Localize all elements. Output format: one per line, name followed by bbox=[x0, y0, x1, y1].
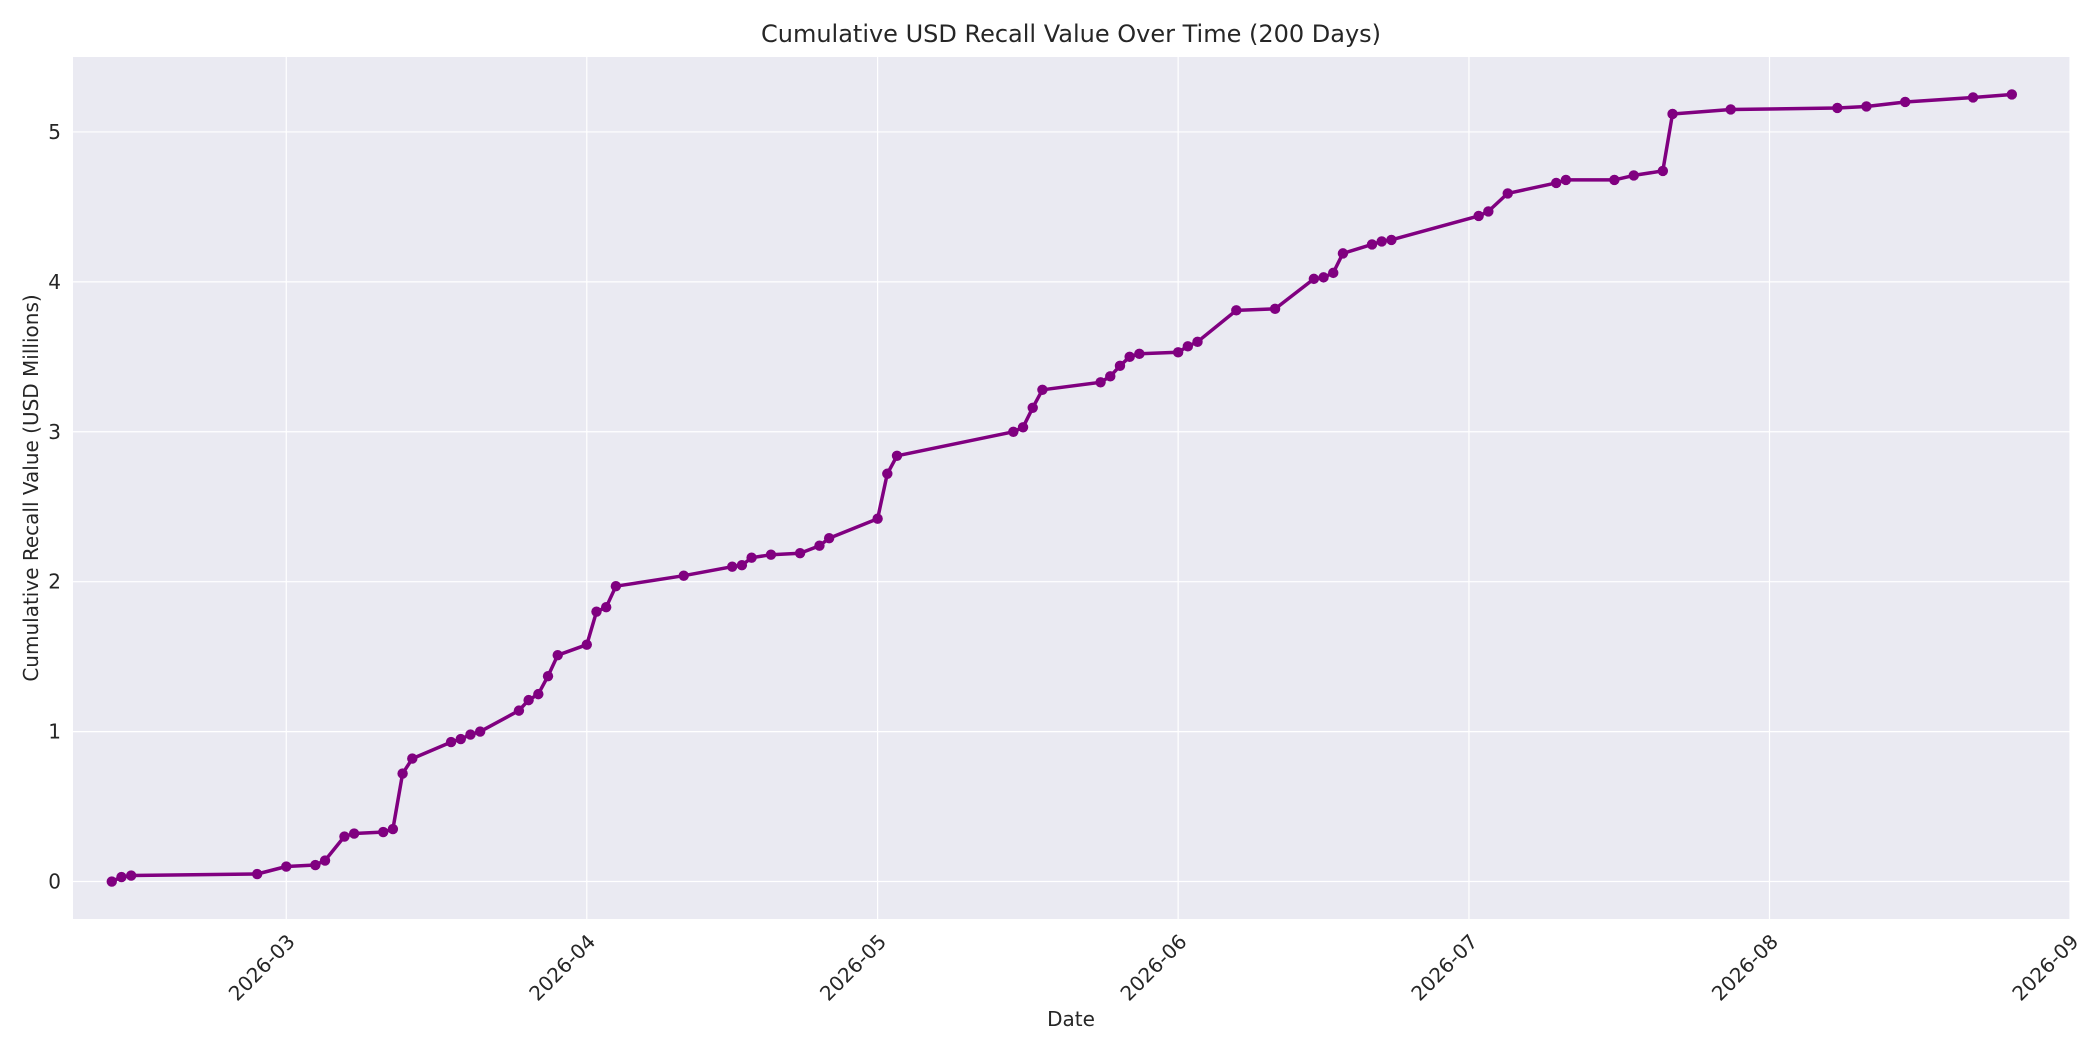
data-point bbox=[1269, 303, 1281, 315]
y-tick-label: 0 bbox=[48, 870, 61, 894]
data-point bbox=[600, 601, 612, 613]
data-point bbox=[1899, 96, 1911, 108]
data-point bbox=[1124, 351, 1135, 363]
data-point bbox=[1560, 174, 1572, 186]
y-axis-label: Cumulative Recall Value (USD Millions) bbox=[19, 294, 43, 681]
plot-area bbox=[73, 57, 2070, 919]
y-tick-label: 5 bbox=[48, 120, 61, 144]
data-point bbox=[591, 606, 602, 617]
data-point bbox=[523, 694, 534, 706]
data-point bbox=[465, 729, 476, 740]
data-point bbox=[727, 561, 738, 572]
y-tick-label: 2 bbox=[48, 570, 61, 594]
data-point bbox=[1366, 239, 1378, 250]
data-point bbox=[310, 859, 321, 871]
data-point bbox=[542, 670, 554, 682]
data-point bbox=[251, 868, 263, 880]
chart-title: Cumulative USD Recall Value Over Time (2… bbox=[761, 20, 1381, 48]
data-point bbox=[746, 552, 757, 563]
data-point bbox=[1861, 101, 1872, 112]
data-point bbox=[1502, 188, 1513, 199]
data-point bbox=[1832, 102, 1843, 114]
data-point bbox=[1328, 267, 1339, 279]
data-point bbox=[513, 705, 525, 716]
data-point bbox=[678, 570, 689, 581]
data-series bbox=[106, 89, 2018, 887]
y-tick-label: 3 bbox=[48, 420, 61, 444]
data-point bbox=[116, 871, 127, 883]
data-point bbox=[106, 876, 117, 887]
data-point bbox=[281, 861, 292, 872]
data-point bbox=[1192, 336, 1203, 348]
data-point bbox=[1473, 210, 1484, 222]
data-point bbox=[765, 549, 777, 560]
x-axis-label: Date bbox=[1047, 1007, 1095, 1031]
data-point bbox=[407, 753, 418, 764]
data-point bbox=[1318, 272, 1329, 283]
data-point bbox=[1609, 174, 1620, 186]
data-point bbox=[891, 450, 903, 461]
data-point bbox=[1628, 170, 1639, 181]
data-point bbox=[445, 736, 457, 748]
data-point bbox=[474, 726, 486, 737]
data-point bbox=[1017, 422, 1029, 433]
data-point bbox=[2006, 89, 2018, 100]
data-point bbox=[339, 831, 350, 842]
data-point bbox=[1386, 234, 1397, 246]
data-point bbox=[1308, 273, 1320, 285]
data-point bbox=[1657, 165, 1669, 177]
data-point bbox=[736, 560, 748, 571]
data-point bbox=[1967, 92, 1979, 103]
data-point bbox=[814, 540, 825, 551]
data-point bbox=[1105, 371, 1116, 382]
data-point bbox=[1095, 377, 1106, 388]
data-point bbox=[125, 870, 137, 881]
grid-lines bbox=[73, 57, 2071, 919]
data-point bbox=[1667, 108, 1678, 120]
data-point bbox=[1037, 384, 1048, 396]
data-point bbox=[1551, 177, 1562, 189]
data-point bbox=[1182, 341, 1194, 352]
data-point bbox=[872, 513, 883, 524]
data-point bbox=[1725, 104, 1736, 115]
data-point bbox=[1483, 206, 1494, 217]
y-tick-label: 1 bbox=[48, 720, 61, 744]
data-point bbox=[1376, 236, 1387, 247]
data-point bbox=[1337, 248, 1349, 259]
data-point bbox=[882, 468, 893, 479]
data-point bbox=[387, 823, 399, 835]
data-point bbox=[1231, 305, 1242, 316]
data-point bbox=[348, 828, 360, 839]
data-point bbox=[581, 639, 592, 650]
data-point bbox=[794, 548, 806, 559]
data-point bbox=[1008, 426, 1019, 437]
data-point bbox=[397, 768, 408, 779]
data-point bbox=[1172, 347, 1184, 358]
data-point bbox=[378, 826, 389, 838]
data-point bbox=[1027, 402, 1038, 413]
data-point bbox=[319, 855, 331, 866]
data-point bbox=[1134, 348, 1145, 360]
y-tick-label: 4 bbox=[48, 270, 61, 294]
data-point bbox=[552, 649, 563, 661]
data-point bbox=[823, 533, 835, 544]
data-point bbox=[610, 580, 622, 592]
data-point bbox=[533, 688, 544, 700]
data-point bbox=[1114, 360, 1126, 372]
data-point bbox=[455, 733, 466, 745]
